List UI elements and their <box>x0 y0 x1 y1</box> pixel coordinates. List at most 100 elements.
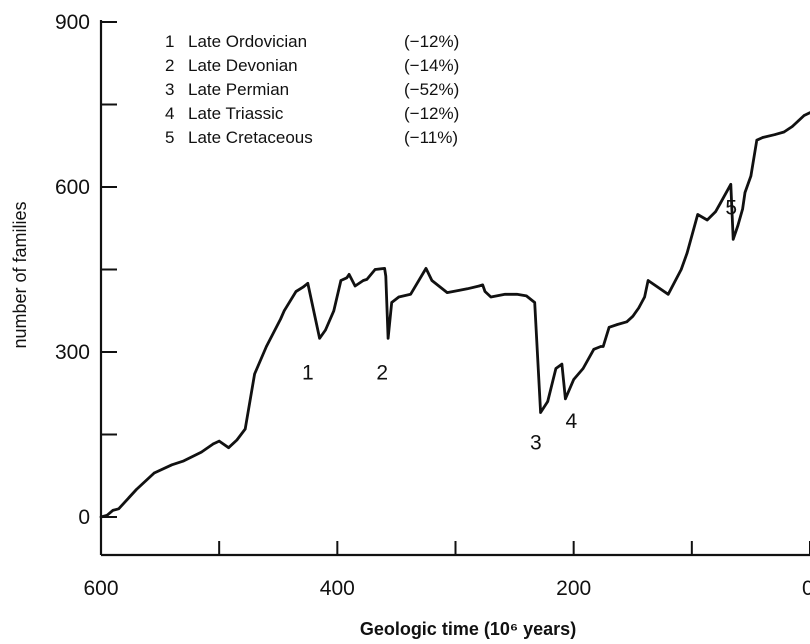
data-point <box>466 287 469 290</box>
data-point <box>483 290 487 293</box>
data-point <box>397 295 400 299</box>
legend: 1 Late Ordovician (−12%) 2 Late Devonian (−14… <box>165 32 459 147</box>
legend-number: 4 <box>165 104 174 123</box>
data-point <box>564 397 567 400</box>
legend-percent: (−52%) <box>404 80 459 99</box>
y-axis: 0 300 600 900 <box>55 11 117 555</box>
data-point <box>265 345 268 348</box>
data-point <box>679 268 683 271</box>
data-point <box>503 293 507 296</box>
data-point <box>105 514 109 517</box>
legend-percent: (−12%) <box>404 104 459 123</box>
data-point <box>560 362 564 366</box>
data-point <box>243 427 247 431</box>
data-point <box>446 291 449 294</box>
data-point <box>685 251 689 255</box>
event-markers: 1 2 3 4 5 <box>302 196 737 454</box>
data-point <box>637 306 640 310</box>
data-point <box>731 238 735 241</box>
data-point <box>718 202 722 205</box>
legend-percent: (−12%) <box>404 32 459 51</box>
legend-label: Late Devonian <box>188 56 298 75</box>
data-point <box>200 450 203 454</box>
data-point <box>152 471 156 475</box>
x-axis-title: Geologic time (10⁶ years) <box>360 619 576 639</box>
data-point <box>339 279 343 282</box>
data-point <box>696 213 699 216</box>
data-point <box>481 283 484 287</box>
x-ticks: 600 400 200 0 <box>83 541 810 600</box>
legend-number: 1 <box>165 32 174 51</box>
legend-label: Late Cretaceous <box>188 128 313 147</box>
data-point <box>306 282 309 285</box>
data-point <box>773 133 776 136</box>
legend-label: Late Triassic <box>188 104 284 123</box>
data-point <box>539 411 542 414</box>
data-point <box>802 114 806 117</box>
data-point <box>365 278 369 281</box>
data-point <box>572 378 575 381</box>
data-point <box>135 488 138 491</box>
data-point <box>318 337 321 340</box>
event-marker-label: 3 <box>530 432 542 455</box>
data-point <box>581 367 585 370</box>
legend-number: 2 <box>165 56 174 75</box>
data-point <box>592 348 595 351</box>
data-point <box>736 224 740 227</box>
data-point <box>749 174 753 178</box>
data-point <box>324 328 327 332</box>
data-point <box>362 279 365 282</box>
data-point <box>457 289 461 292</box>
y-ticks: 0 300 600 900 <box>55 11 117 529</box>
legend-percent: (−14%) <box>404 56 459 75</box>
data-point <box>646 279 650 282</box>
legend-label: Late Ordovician <box>188 32 307 51</box>
data-point <box>667 293 670 296</box>
data-point <box>489 295 493 299</box>
legend-percent: (−11%) <box>404 128 458 147</box>
data-points <box>99 111 810 519</box>
data-point <box>607 326 611 329</box>
data-point <box>643 295 646 299</box>
data-point <box>430 279 434 282</box>
data-point <box>332 309 335 312</box>
data-point <box>554 367 558 370</box>
data-point <box>796 119 800 123</box>
data-point <box>533 301 536 304</box>
event-marker-label: 1 <box>302 361 314 384</box>
data-point <box>170 463 174 466</box>
data-point <box>741 207 744 211</box>
event-marker-label: 5 <box>725 196 737 219</box>
event-marker-label: 2 <box>376 361 388 384</box>
y-tick-label: 600 <box>55 176 90 199</box>
data-point <box>546 400 549 403</box>
data-point <box>111 509 115 512</box>
y-tick-label: 900 <box>55 11 90 34</box>
legend-number: 5 <box>165 128 174 147</box>
data-point <box>117 507 120 510</box>
data-point <box>282 309 286 312</box>
event-marker-label: 4 <box>566 410 578 433</box>
data-point <box>235 438 239 442</box>
data-point <box>384 274 387 278</box>
data-point <box>791 125 794 128</box>
x-tick-label: 600 <box>83 577 118 600</box>
legend-label: Late Permian <box>188 80 289 99</box>
data-point <box>294 290 298 293</box>
data-point <box>347 273 351 276</box>
data-point <box>409 293 412 296</box>
data-point <box>373 268 377 271</box>
x-axis: 600 400 200 0 <box>83 541 810 600</box>
data-point <box>345 276 348 279</box>
data-point <box>729 183 733 186</box>
data-point <box>714 210 717 213</box>
x-tick-label: 200 <box>556 577 591 600</box>
data-point <box>761 136 764 139</box>
data-point <box>616 323 619 326</box>
data-point <box>625 320 629 323</box>
series-line <box>99 111 810 519</box>
data-point <box>599 345 603 348</box>
data-point <box>755 139 759 142</box>
data-point <box>390 301 393 304</box>
